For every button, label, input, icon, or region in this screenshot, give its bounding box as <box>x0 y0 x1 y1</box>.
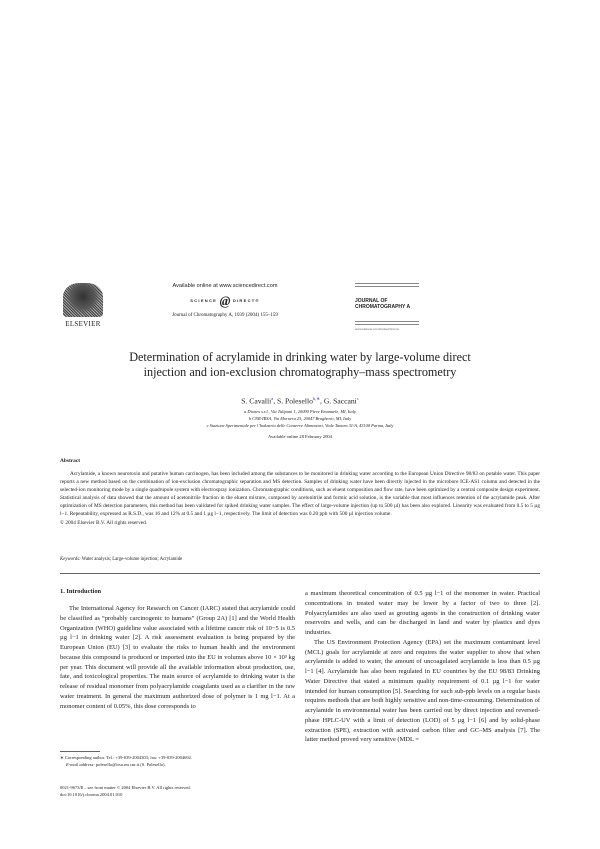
publisher-name: ELSEVIER <box>65 320 101 328</box>
author: G. Saccani <box>323 396 357 406</box>
email-link[interactable]: polesello@irsa.rm.cnr.it (S. Polesello). <box>95 762 166 768</box>
right-column: a maximum theoretical concentration of 0… <box>305 589 540 745</box>
journal-name-2: CHROMATOGRAPHY A <box>355 304 411 310</box>
corresponding-author: ∗ Corresponding author. Tel.: +39-039-20… <box>60 755 193 760</box>
author: S. Cavalli <box>241 396 272 406</box>
article-title: Determination of acrylamide in drinking … <box>60 350 540 380</box>
title-line: injection and ion-exclusion chromatograp… <box>143 365 457 379</box>
journal-url[interactable]: www.elsevier.com/locate/chroma <box>355 327 399 331</box>
paragraph: a maximum theoretical concentration of 0… <box>305 590 540 636</box>
sd-right: DIRECT® <box>232 298 260 304</box>
issn-line: 0021-9673/$ – see front matter © 2004 El… <box>60 785 191 790</box>
abstract-heading: Abstract <box>60 458 81 464</box>
section-divider <box>60 573 540 574</box>
abstract-copyright: © 2004 Elsevier B.V. All rights reserved… <box>60 519 148 526</box>
abstract-text: Acrylamide, a known neurotoxin and putat… <box>60 471 540 518</box>
footnotes: ∗ Corresponding author. Tel.: +39-039-20… <box>60 754 295 769</box>
keywords-list: Water analysis; Large-volume injection; … <box>81 557 183 562</box>
doi[interactable]: doi:10.1016/j.chroma.2004.01.010 <box>60 792 123 798</box>
affiliation: a Dionex s.r.l., Via Tulipani 1, 20090 P… <box>244 409 356 414</box>
section-heading: 1. Introduction <box>60 588 102 595</box>
author-list: S. Cavallia, S. Polesellob,∗, G. Saccani… <box>241 396 359 406</box>
paragraph: The US Environment Protection Agency (EP… <box>305 638 540 744</box>
sd-at-icon: @ <box>219 293 231 308</box>
paragraph: The International Agency for Research on… <box>60 605 295 710</box>
keywords: Keywords: Water analysis; Large-volume i… <box>60 557 182 562</box>
sd-left: SCIENCE <box>190 298 218 304</box>
journal-logo: JOURNAL OF CHROMATOGRAPHY A www.elsevier… <box>355 283 419 332</box>
available-online-date: Available online 28 February 2004 <box>268 434 332 439</box>
email-label: E-mail address: <box>66 762 95 768</box>
elsevier-logo: ELSEVIER <box>60 283 106 331</box>
affiliations: a Dionex s.r.l., Via Tulipani 1, 20090 P… <box>60 408 540 429</box>
author: S. Polesello <box>277 396 313 406</box>
abstract-body: Acrylamide, a known neurotoxin and putat… <box>60 470 540 527</box>
author-sup[interactable]: c <box>356 396 359 401</box>
front-matter: 0021-9673/$ – see front matter © 2004 El… <box>60 784 300 799</box>
available-online-link[interactable]: Available online at www.sciencedirect.co… <box>172 283 278 289</box>
title-line: Determination of acrylamide in drinking … <box>129 350 471 364</box>
left-column: The International Agency for Research on… <box>60 604 295 711</box>
journal-header: Available online at www.sciencedirect.co… <box>150 283 300 318</box>
author-sup[interactable]: b,∗ <box>312 396 321 401</box>
affiliation: b CNR-IRSA, Via Mornera 25, 20047 Brughe… <box>248 416 352 421</box>
journal-name-1: JOURNAL OF <box>355 298 388 304</box>
author-sup[interactable]: a <box>271 396 274 401</box>
divider <box>355 321 419 325</box>
keywords-label: Keywords: <box>60 557 81 562</box>
footnote-divider <box>60 751 100 752</box>
elsevier-tree-logo-icon <box>63 283 103 317</box>
journal-reference: Journal of Chromatography A, 1039 (2004)… <box>172 313 278 318</box>
sciencedirect-logo: SCIENCE @ DIRECT® <box>150 293 300 309</box>
divider <box>355 283 419 287</box>
affiliation: c Stazione Sperimentale per l’Industria … <box>206 423 394 428</box>
